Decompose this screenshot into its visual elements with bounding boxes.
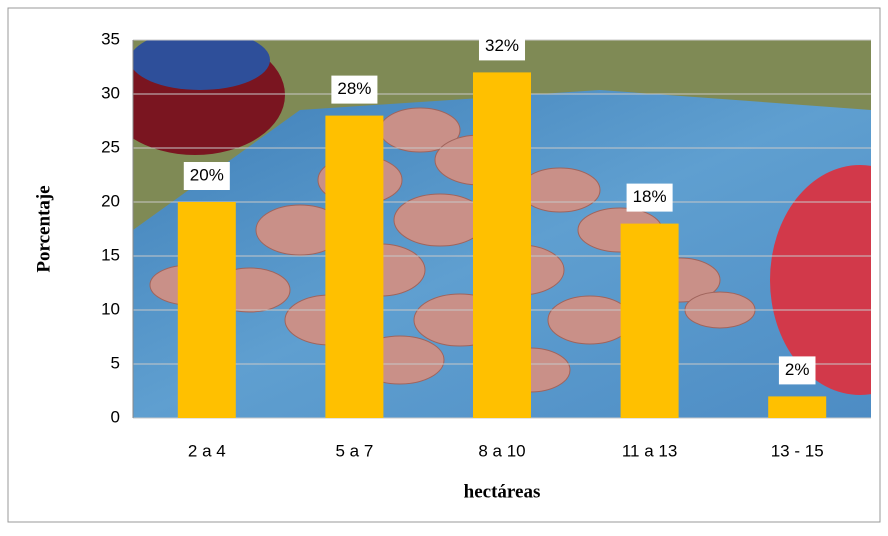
bar bbox=[768, 396, 827, 418]
x-axis-title: hectáreas bbox=[464, 481, 541, 502]
y-tick-label: 0 bbox=[111, 407, 120, 426]
value-label-bg bbox=[183, 162, 230, 190]
y-tick-label: 25 bbox=[101, 137, 120, 156]
value-label-bg bbox=[778, 356, 816, 385]
x-tick-label: 11 a 13 bbox=[622, 441, 677, 460]
value-label-bg bbox=[478, 32, 526, 61]
y-tick-label: 30 bbox=[101, 83, 120, 102]
y-tick-label: 5 bbox=[111, 353, 120, 372]
x-tick-label: 8 a 10 bbox=[478, 441, 525, 460]
x-tick-label: 13 - 15 bbox=[771, 441, 824, 460]
value-label: 18% bbox=[633, 187, 667, 206]
y-axis-title: Porcentaje bbox=[33, 185, 54, 272]
y-tick-label: 15 bbox=[101, 245, 120, 264]
value-label: 32% bbox=[485, 36, 519, 55]
y-tick-label: 20 bbox=[101, 191, 120, 210]
bar bbox=[325, 115, 384, 418]
value-label-bg bbox=[626, 183, 673, 212]
y-tick-label: 35 bbox=[101, 29, 120, 48]
value-label-bg bbox=[331, 75, 378, 104]
value-label: 2% bbox=[785, 360, 810, 379]
x-tick-label: 2 a 4 bbox=[188, 441, 226, 460]
bar bbox=[473, 72, 531, 419]
x-tick-label: 5 a 7 bbox=[335, 441, 373, 460]
bar bbox=[177, 202, 236, 418]
value-label: 28% bbox=[337, 79, 371, 98]
y-tick-label: 10 bbox=[101, 299, 120, 318]
value-label: 20% bbox=[190, 165, 224, 184]
bar bbox=[620, 223, 679, 418]
